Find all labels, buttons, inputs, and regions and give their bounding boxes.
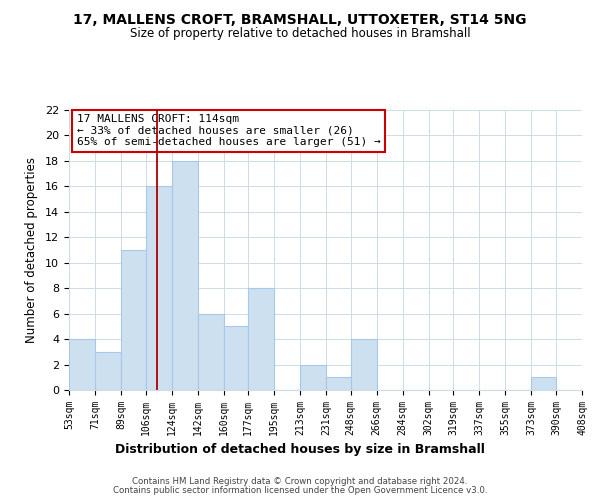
Text: 17, MALLENS CROFT, BRAMSHALL, UTTOXETER, ST14 5NG: 17, MALLENS CROFT, BRAMSHALL, UTTOXETER,… xyxy=(73,12,527,26)
Bar xyxy=(197,314,224,390)
Bar xyxy=(326,378,351,390)
Bar xyxy=(224,326,248,390)
Text: Size of property relative to detached houses in Bramshall: Size of property relative to detached ho… xyxy=(130,28,470,40)
Text: Contains public sector information licensed under the Open Government Licence v3: Contains public sector information licen… xyxy=(113,486,487,495)
Y-axis label: Number of detached properties: Number of detached properties xyxy=(25,157,38,343)
Text: Contains HM Land Registry data © Crown copyright and database right 2024.: Contains HM Land Registry data © Crown c… xyxy=(132,477,468,486)
Bar xyxy=(532,378,556,390)
Text: 17 MALLENS CROFT: 114sqm
← 33% of detached houses are smaller (26)
65% of semi-d: 17 MALLENS CROFT: 114sqm ← 33% of detach… xyxy=(77,114,380,148)
Bar xyxy=(172,161,197,390)
Bar xyxy=(121,250,146,390)
Bar xyxy=(146,186,172,390)
Bar xyxy=(69,339,95,390)
Bar xyxy=(248,288,274,390)
Text: Distribution of detached houses by size in Bramshall: Distribution of detached houses by size … xyxy=(115,442,485,456)
Bar xyxy=(300,364,326,390)
Bar xyxy=(351,339,377,390)
Bar xyxy=(95,352,121,390)
